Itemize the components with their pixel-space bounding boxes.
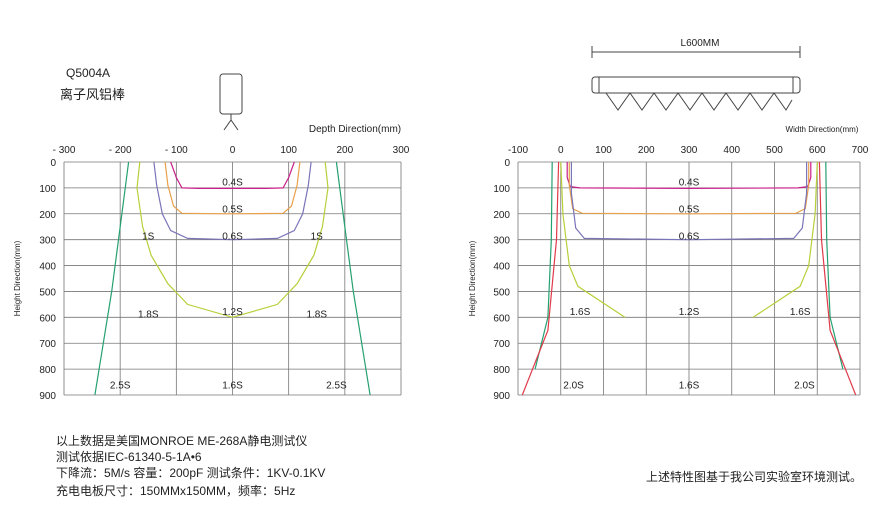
bar-length-label: L600MM [681, 38, 720, 49]
width-y-tick-label: 400 [493, 262, 510, 273]
depth-series-purple-line [153, 161, 312, 241]
depth-x-tick-label: - 300 [53, 145, 76, 156]
width-y-tick-label: 700 [493, 339, 510, 350]
depth-x-tick-label: - 100 [165, 145, 188, 156]
depth-time-label: 1.8S [138, 309, 159, 320]
depth-time-label: 1.2S [222, 307, 243, 318]
footer-note: 上述特性图基于我公司实验室环境测试。 [645, 470, 862, 484]
depth-y-tick-label: 300 [39, 236, 56, 247]
test-note-3: 下降流：5M/s 容量：200pF 测试条件：1KV-0.1KV [56, 466, 326, 480]
width-x-tick-label: 0 [558, 145, 564, 156]
width-x-tick-label: 200 [638, 145, 655, 156]
depth-time-label: 2.5S [326, 381, 347, 392]
width-x-tick-label: 600 [809, 145, 826, 156]
depth-x-tick-label: 300 [393, 145, 410, 156]
width-x-tick-label: 300 [681, 145, 698, 156]
width-series-green-line [534, 161, 553, 370]
width-y-tick-label: 0 [504, 158, 510, 169]
width-time-label: 1.2S [679, 307, 700, 318]
depth-x-axis-label: Depth Direction(mm) [309, 124, 401, 135]
width-series-purple-line [570, 162, 808, 241]
depth-time-label: 1.6S [222, 381, 243, 392]
width-y-tick-label: 600 [493, 313, 510, 324]
width-time-label: 1.6S [790, 307, 811, 318]
width-x-tick-label: 700 [852, 145, 869, 156]
depth-series-yellow_green-line [136, 161, 329, 318]
width-series-green-line [825, 161, 844, 370]
width-series-red-line [521, 161, 560, 396]
emitter-side-icon [219, 73, 243, 131]
width-y-axis-label: Height Direction(mm) [468, 240, 477, 316]
depth-time-label: 0.5S [222, 205, 243, 216]
depth-y-tick-label: 400 [39, 262, 56, 273]
width-time-label: 2.0S [563, 381, 584, 392]
depth-y-tick-label: 700 [39, 339, 56, 350]
width-x-tick-label: 100 [595, 145, 612, 156]
width-time-label: 1.6S [570, 307, 591, 318]
test-note-4: 充电电板尺寸：150MMx150MM，频率：5Hz [56, 484, 296, 498]
depth-series-magenta-line [170, 161, 295, 189]
width-time-label: 0.5S [679, 205, 700, 216]
width-series-magenta-line [566, 162, 812, 190]
width-chart: -100 0 100 200 300 400 500 600 700 0 100 200 300 400 5… [468, 125, 869, 402]
depth-y-axis-label: Height Direction(mm) [13, 240, 22, 316]
width-series-yellow_green-line [560, 161, 626, 318]
width-x-tick-label: 400 [723, 145, 740, 156]
depth-time-label: 0.4S [222, 177, 243, 188]
width-time-label: 0.4S [679, 177, 700, 188]
width-series-yellow_green-line [752, 161, 818, 318]
width-y-tick-label: 800 [493, 365, 510, 376]
depth-x-tick-label: 100 [280, 145, 297, 156]
depth-y-tick-label: 0 [50, 158, 56, 169]
width-y-tick-label: 200 [493, 210, 510, 221]
depth-time-label: 1S [142, 231, 155, 242]
width-x-axis-label: Width Direction(mm) [786, 125, 859, 134]
depth-y-tick-label: 800 [39, 365, 56, 376]
model-code: Q5004A [66, 66, 111, 80]
depth-x-tick-label: 200 [336, 145, 353, 156]
depth-series-green-line [94, 161, 130, 396]
depth-x-tick-label: 0 [230, 145, 236, 156]
width-y-tick-label: 900 [493, 391, 510, 402]
depth-y-tick-label: 200 [39, 210, 56, 221]
width-time-label: 2.0S [794, 381, 815, 392]
width-x-tick-label: -100 [508, 145, 528, 156]
depth-time-label: 2.5S [110, 381, 131, 392]
depth-chart: - 300 - 200 - 100 0 100 200 300 0 100 200 300 400 50… [13, 124, 410, 402]
width-y-tick-label: 300 [493, 236, 510, 247]
depth-time-label: 1.8S [306, 309, 327, 320]
ion-bar-diagram [591, 46, 801, 111]
depth-y-tick-label: 500 [39, 287, 56, 298]
width-time-label: 0.6S [679, 231, 700, 242]
test-note-2: 测试依据IEC-61340-5-1A•6 [56, 450, 202, 464]
width-y-tick-label: 100 [493, 184, 510, 195]
test-note-1: 以上数据是美国MONROE ME-268A静电测试仪 [56, 434, 308, 448]
depth-y-tick-label: 100 [39, 184, 56, 195]
depth-y-tick-label: 900 [39, 391, 56, 402]
depth-time-label: 0.6S [222, 231, 243, 242]
depth-series-green-line [335, 161, 371, 396]
model-name: 离子风铝棒 [60, 87, 126, 102]
width-y-tick-label: 500 [493, 287, 510, 298]
depth-x-tick-label: - 200 [109, 145, 132, 156]
depth-time-label: 1S [311, 231, 324, 242]
depth-series-orange-line [164, 161, 301, 215]
depth-y-tick-label: 600 [39, 313, 56, 324]
width-series-orange-line [568, 162, 810, 215]
width-time-label: 1.6S [679, 381, 700, 392]
width-x-tick-label: 500 [766, 145, 783, 156]
width-series-red-line [818, 161, 857, 396]
